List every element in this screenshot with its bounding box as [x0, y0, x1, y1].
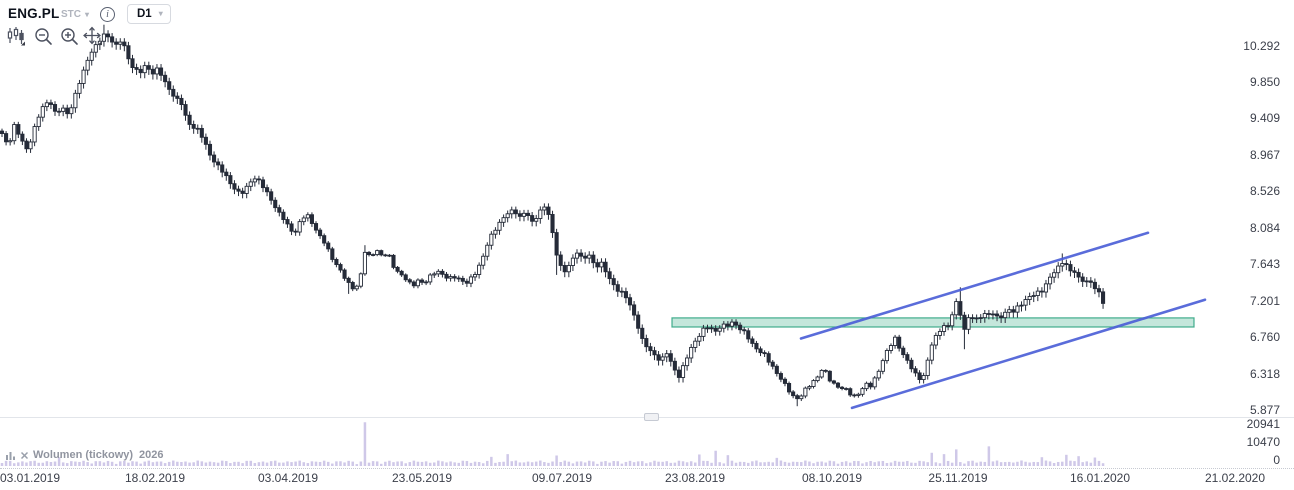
chart-type-button[interactable]: [6, 26, 26, 46]
price-tick-label: 10.292: [1243, 38, 1280, 53]
exchange-code-label: STC: [61, 9, 81, 20]
time-tick-label: 08.10.2019: [801, 471, 863, 485]
timeframe-label: D1: [137, 8, 152, 20]
price-tick-label: 8.084: [1249, 220, 1280, 235]
price-tick-label: 9.409: [1249, 111, 1280, 126]
time-tick-label: 23.05.2019: [391, 471, 453, 485]
indicator-close-icon[interactable]: [20, 451, 29, 460]
volume-tick-label: 10470: [1246, 435, 1280, 449]
exchange-dropdown[interactable]: STC ▾: [61, 9, 89, 20]
pan-button[interactable]: [82, 25, 102, 45]
zoom-out-icon: [34, 27, 52, 45]
candlestick-icon: [7, 27, 25, 46]
time-tick-label: 25.11.2019: [928, 471, 988, 485]
pane-resize-handle[interactable]: [644, 413, 659, 421]
volume-indicator-legend: Wolumen (tickowy) 2026: [5, 449, 164, 461]
chevron-down-icon: ▾: [158, 9, 163, 18]
price-tick-label: 6.760: [1249, 330, 1280, 345]
price-tick-label: 8.967: [1249, 147, 1280, 162]
time-tick-label: 21.02.2020: [1204, 471, 1266, 485]
time-tick-label: 23.08.2019: [664, 471, 726, 485]
volume-tick-label: 20941: [1246, 417, 1280, 432]
zoom-in-icon: [60, 27, 78, 45]
indicator-bars-icon: [5, 450, 16, 461]
timeframe-button[interactable]: D1 ▾: [127, 4, 171, 24]
zoom-out-button[interactable]: [33, 26, 53, 46]
time-tick-label: 03.01.2019: [0, 471, 61, 485]
price-tick-label: 7.643: [1249, 257, 1280, 272]
zoom-in-button[interactable]: [59, 26, 79, 46]
time-tick-label: 03.04.2019: [257, 471, 319, 485]
price-tick-label: 9.850: [1249, 75, 1280, 89]
time-axis-separator: [0, 468, 1294, 469]
volume-tick-label: 0: [1273, 452, 1280, 467]
time-tick-label: 16.01.2020: [1069, 471, 1131, 485]
info-icon[interactable]: i: [100, 7, 115, 22]
time-tick-label: 09.07.2019: [531, 471, 593, 485]
price-tick-label: 6.318: [1249, 366, 1280, 381]
chevron-down-icon: ▾: [85, 9, 90, 19]
price-tick-label: 8.526: [1249, 184, 1280, 199]
volume-indicator-value: 2026: [139, 449, 164, 461]
pan-crosshair-icon: [83, 26, 102, 45]
price-tick-label: 5.877: [1249, 403, 1280, 418]
volume-indicator-label: Wolumen (tickowy): [33, 449, 134, 461]
time-tick-label: 18.02.2019: [124, 471, 186, 485]
price-tick-label: 7.201: [1249, 293, 1280, 308]
symbol-label: ENG.PL: [8, 6, 60, 21]
